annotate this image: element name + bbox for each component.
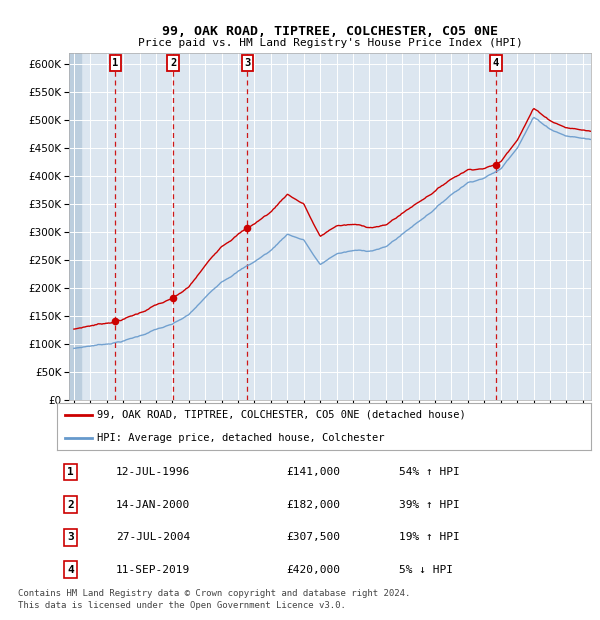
Text: 1: 1 xyxy=(112,58,119,68)
Text: £420,000: £420,000 xyxy=(287,565,341,575)
Text: 2: 2 xyxy=(170,58,176,68)
Bar xyxy=(69,53,82,400)
Text: 27-JUL-2004: 27-JUL-2004 xyxy=(116,532,190,542)
Text: 4: 4 xyxy=(67,565,74,575)
Text: £182,000: £182,000 xyxy=(287,500,341,510)
Text: £141,000: £141,000 xyxy=(287,467,341,477)
Point xyxy=(110,316,120,326)
Text: 11-SEP-2019: 11-SEP-2019 xyxy=(116,565,190,575)
Text: 1: 1 xyxy=(67,467,74,477)
Text: 19% ↑ HPI: 19% ↑ HPI xyxy=(399,532,460,542)
Text: HPI: Average price, detached house, Colchester: HPI: Average price, detached house, Colc… xyxy=(97,433,385,443)
Text: 3: 3 xyxy=(244,58,251,68)
Text: 3: 3 xyxy=(67,532,74,542)
Text: 54% ↑ HPI: 54% ↑ HPI xyxy=(399,467,460,477)
Text: Price paid vs. HM Land Registry's House Price Index (HPI): Price paid vs. HM Land Registry's House … xyxy=(137,38,523,48)
Text: 99, OAK ROAD, TIPTREE, COLCHESTER, CO5 0NE: 99, OAK ROAD, TIPTREE, COLCHESTER, CO5 0… xyxy=(162,25,498,38)
Text: 5% ↓ HPI: 5% ↓ HPI xyxy=(399,565,453,575)
Text: 2: 2 xyxy=(67,500,74,510)
Text: £307,500: £307,500 xyxy=(287,532,341,542)
Text: 14-JAN-2000: 14-JAN-2000 xyxy=(116,500,190,510)
Text: 99, OAK ROAD, TIPTREE, COLCHESTER, CO5 0NE (detached house): 99, OAK ROAD, TIPTREE, COLCHESTER, CO5 0… xyxy=(97,410,466,420)
Text: This data is licensed under the Open Government Licence v3.0.: This data is licensed under the Open Gov… xyxy=(18,601,346,611)
Text: 12-JUL-1996: 12-JUL-1996 xyxy=(116,467,190,477)
Text: 39% ↑ HPI: 39% ↑ HPI xyxy=(399,500,460,510)
Point xyxy=(242,223,252,232)
Text: 4: 4 xyxy=(493,58,499,68)
Text: Contains HM Land Registry data © Crown copyright and database right 2024.: Contains HM Land Registry data © Crown c… xyxy=(18,589,410,598)
Point xyxy=(491,160,500,170)
Point xyxy=(168,293,178,303)
